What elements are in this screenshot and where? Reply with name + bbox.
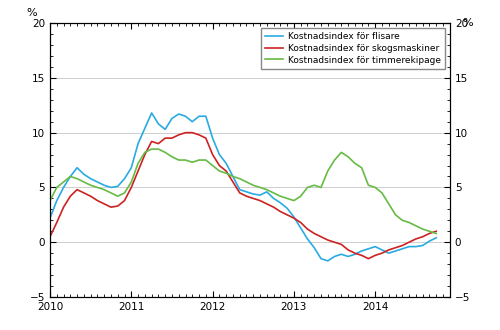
Y-axis label: %: % [462,17,473,28]
Y-axis label: %: % [26,8,38,17]
Legend: Kostnadsindex för flisare, Kostnadsindex för skogsmaskiner, Kostnadsindex för ti: Kostnadsindex för flisare, Kostnadsindex… [261,28,446,69]
